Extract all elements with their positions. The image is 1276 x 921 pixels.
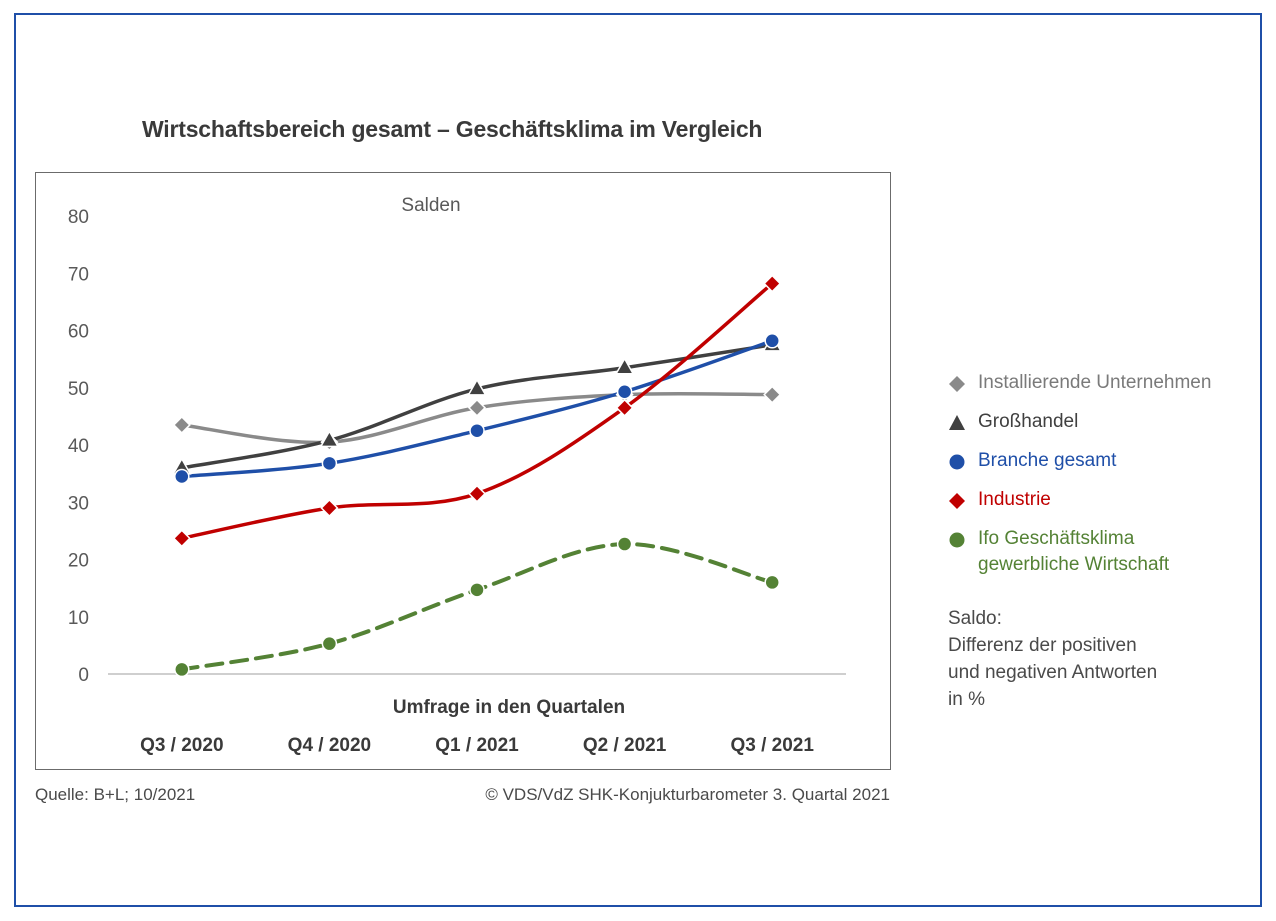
legend-item-branche-gesamt: Branche gesamt: [948, 448, 1248, 474]
data-point-s2-3: [616, 384, 633, 400]
data-point-s3-1: [320, 498, 339, 518]
data-point-s2-1: [321, 455, 338, 472]
data-point-s2-4: [764, 333, 780, 349]
y-tick-label: 40: [68, 436, 89, 457]
saldo-note-line3: und negativen Antworten: [948, 662, 1158, 683]
chart-title: Wirtschaftsbereich gesamt – Geschäftskli…: [142, 116, 763, 142]
data-point-s1-1: [319, 429, 340, 448]
data-point-s3-4: [763, 274, 782, 293]
x-axis: Q3 / 2020 Q4 / 2020 Q1 / 2021 Q2 / 2021 Q3 /…: [140, 735, 814, 756]
data-point-s4-2: [469, 582, 485, 598]
x-tick-label: Q2 / 2021: [583, 735, 667, 756]
y-tick-label: 50: [68, 379, 89, 400]
copyright-note: © VDS/VdZ SHK-Konjukturbarometer 3. Quar…: [485, 785, 890, 804]
x-tick-label: Q4 / 2020: [288, 735, 371, 756]
legend-item-industrie: Industrie: [948, 487, 1248, 513]
legend-label-branche-gesamt: Branche gesamt: [978, 450, 1117, 471]
x-tick-label: Q1 / 2021: [435, 735, 519, 756]
legend-label-industrie: Industrie: [978, 489, 1051, 510]
x-axis-label: Umfrage in den Quartalen: [393, 697, 625, 718]
y-tick-label: 80: [68, 207, 89, 228]
y-tick-label: 30: [68, 493, 89, 514]
saldo-note-line4: in %: [948, 689, 985, 710]
data-point-s4-4: [764, 574, 780, 591]
data-point-s4-0: [174, 661, 190, 678]
legend-marker-industrie: [949, 493, 965, 509]
data-point-s0-2: [467, 398, 487, 417]
legend-item-installierende: Installierende Unternehmen: [948, 370, 1248, 396]
data-point-s2-0: [174, 468, 190, 485]
series-markers: [172, 274, 782, 678]
data-point-s1-3: [614, 357, 635, 375]
legend-marker-grosshandel: [949, 415, 965, 430]
legend-item-grosshandel: Großhandel: [948, 409, 1248, 435]
series-line-4: [179, 542, 775, 672]
legend-item-ifo: Ifo Geschäftsklima gewerbliche Wirtschaf…: [948, 526, 1248, 578]
y-tick-label: 70: [68, 264, 89, 285]
saldo-note: Saldo: Differenz der positiven und negat…: [948, 605, 1157, 713]
saldo-note-line2: Differenz der positiven: [948, 635, 1137, 656]
legend-label-grosshandel: Großhandel: [978, 411, 1079, 432]
y-tick-label: 10: [68, 608, 89, 629]
data-point-s3-3: [615, 398, 634, 417]
data-point-s4-1: [321, 635, 338, 652]
saldo-note-line1: Saldo:: [948, 608, 1002, 629]
data-point-s0-4: [763, 385, 782, 404]
plot-area-border: [35, 172, 891, 770]
data-point-s4-3: [616, 536, 633, 552]
data-point-s3-2: [467, 484, 487, 503]
y-tick-label: 20: [68, 551, 89, 572]
data-point-s2-2: [469, 422, 485, 439]
legend-marker-branche-gesamt: [949, 454, 965, 470]
x-tick-label: Q3 / 2021: [730, 735, 814, 756]
x-tick-label: Q3 / 2020: [140, 735, 223, 756]
legend-label-ifo-line2: gewerbliche Wirtschaft: [978, 554, 1170, 575]
data-point-s3-0: [172, 529, 191, 548]
series-lines: [179, 281, 775, 672]
legend-marker-installierende: [949, 376, 965, 392]
data-point-s0-0: [172, 415, 191, 435]
legend-marker-ifo: [949, 532, 965, 548]
y-tick-label: 0: [78, 665, 89, 686]
outer-frame: [14, 13, 1262, 907]
y-axis: 0 10 20 30 40 50 60 70 80: [68, 207, 89, 686]
chart-subtitle: Salden: [401, 195, 460, 216]
data-point-s1-2: [467, 378, 487, 396]
legend-label-ifo-line1: Ifo Geschäftsklima: [978, 528, 1135, 549]
source-note: Quelle: B+L; 10/2021: [35, 785, 196, 804]
legend: Installierende Unternehmen Großhandel Br…: [948, 370, 1248, 591]
y-tick-label: 60: [68, 322, 89, 343]
legend-label-installierende: Installierende Unternehmen: [978, 372, 1212, 393]
